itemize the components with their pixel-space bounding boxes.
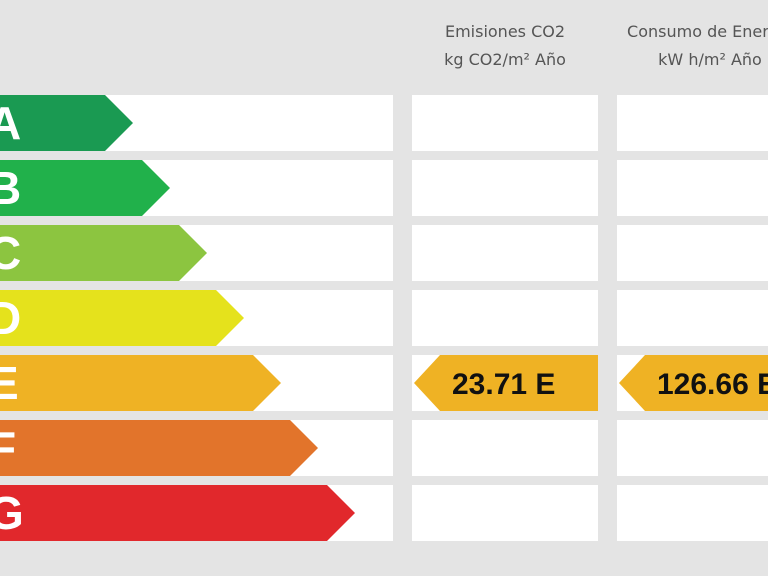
cell-background (617, 290, 768, 346)
rating-letter: G (0, 487, 24, 539)
rating-letter: D (0, 292, 21, 344)
rating-letter: F (0, 422, 16, 474)
value-label: 126.66 E (657, 368, 768, 401)
rating-letter: C (0, 227, 21, 279)
column-unit: kg CO2/m² Año (444, 50, 566, 69)
rating-letter: B (0, 162, 21, 214)
cell-background (412, 160, 598, 216)
cell-background (412, 225, 598, 281)
rating-arrow (0, 290, 244, 346)
value-arrow (414, 355, 598, 411)
rating-arrow (0, 225, 207, 281)
column-title: Consumo de Energía (627, 22, 768, 41)
value-label: 23.71 E (452, 368, 555, 401)
rating-arrow (0, 95, 133, 151)
rating-arrow (0, 355, 281, 411)
cell-background (412, 95, 598, 151)
rating-arrow (0, 160, 170, 216)
rating-arrow (0, 420, 318, 476)
value-arrow (619, 355, 768, 411)
cell-background (617, 485, 768, 541)
rating-arrow (0, 485, 355, 541)
rating-letter: E (0, 357, 19, 409)
cell-background (617, 160, 768, 216)
rating-letter: A (0, 97, 21, 149)
cell-background (412, 290, 598, 346)
cell-background (617, 420, 768, 476)
cell-background (412, 485, 598, 541)
column-unit: kW h/m² Año (658, 50, 762, 69)
cell-background (617, 225, 768, 281)
cell-background (617, 95, 768, 151)
cell-background (412, 420, 598, 476)
column-title: Emisiones CO2 (445, 22, 565, 41)
